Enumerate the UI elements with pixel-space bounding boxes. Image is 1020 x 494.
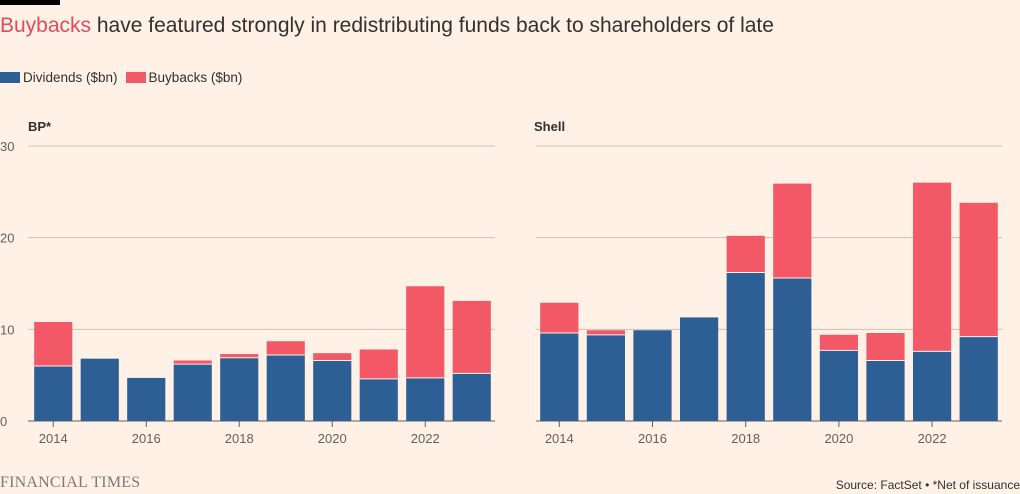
panel-title-shell: Shell [534,119,565,134]
bar-shell-dividends-2020 [819,350,859,421]
legend-item-buybacks: Buybacks ($bn) [125,70,243,85]
legend-label-buybacks: Buybacks ($bn) [148,70,243,85]
bar-shell-dividends-2022 [912,351,952,421]
bar-bp-buybacks-2019 [266,341,305,355]
bar-shell-buybacks-2022 [912,182,952,352]
bar-bp-buybacks-2018 [220,354,259,358]
bar-bp-dividends-2017 [173,364,212,421]
bar-bp-buybacks-2022 [406,286,445,378]
legend-label-dividends: Dividends ($bn) [23,70,118,85]
bar-shell-buybacks-2014 [540,302,579,333]
bar-shell-dividends-2017 [679,317,719,421]
bar-shell-dividends-2019 [773,278,812,421]
bar-bp-dividends-2018 [220,357,259,421]
chart-title: Buybacks have featured strongly in redis… [0,14,774,38]
title-rest: have featured strongly in redistributing… [91,14,774,37]
bar-shell-dividends-2018 [726,272,765,421]
bar-shell-dividends-2023 [959,336,998,421]
bar-shell-dividends-2021 [866,360,905,421]
y-tick-label-20: 20 [0,231,14,246]
bar-bp-buybacks-2014 [34,322,73,366]
y-tick-label-0: 0 [0,414,7,429]
x-tick-label-bp-2016: 2016 [132,431,161,446]
bar-shell-dividends-2014 [540,333,579,421]
legend-swatch-buybacks [125,72,146,83]
legend: Dividends ($bn) Buybacks ($bn) [0,70,250,85]
bar-shell-buybacks-2015 [586,330,626,335]
x-tick-label-shell-2014: 2014 [545,431,574,446]
bar-shell-buybacks-2020 [819,334,859,351]
bar-bp-dividends-2023 [452,373,491,421]
source-note: Source: FactSet • *Net of issuance [835,478,1020,492]
bar-shell-buybacks-2021 [866,333,905,361]
x-tick-label-bp-2022: 2022 [411,431,440,446]
x-tick-label-shell-2020: 2020 [824,431,853,446]
bar-shell-buybacks-2023 [959,202,998,337]
x-tick-label-shell-2016: 2016 [638,431,667,446]
bar-shell-dividends-2016 [633,330,672,421]
x-tick-label-bp-2020: 2020 [318,431,347,446]
bar-shell-dividends-2015 [586,334,626,421]
bar-bp-dividends-2019 [266,355,305,421]
bar-bp-buybacks-2021 [359,349,398,379]
bar-bp-dividends-2021 [359,378,398,421]
x-tick-label-bp-2014: 2014 [39,431,68,446]
bar-bp-buybacks-2023 [452,300,491,374]
bar-bp-buybacks-2017 [173,360,212,365]
x-tick-label-shell-2018: 2018 [731,431,760,446]
y-tick-label-10: 10 [0,322,14,337]
bar-shell-buybacks-2019 [773,183,812,278]
bar-bp-dividends-2015 [80,358,119,421]
bar-bp-dividends-2016 [127,377,166,421]
bar-bp-dividends-2022 [406,377,445,421]
ft-logo: FINANCIAL TIMES [0,474,141,491]
title-highlight: Buybacks [0,14,92,37]
x-tick-label-shell-2022: 2022 [918,431,947,446]
bar-bp-dividends-2020 [313,360,352,421]
bar-bp-buybacks-2020 [313,353,352,361]
brand-accent-bar [0,0,60,5]
legend-swatch-dividends [0,72,20,83]
y-tick-label-30: 30 [0,139,14,154]
legend-item-dividends: Dividends ($bn) [0,70,118,85]
x-tick-label-bp-2018: 2018 [225,431,254,446]
bar-bp-dividends-2014 [34,366,73,421]
panel-title-bp: BP* [28,119,52,134]
bar-shell-buybacks-2018 [726,235,765,273]
